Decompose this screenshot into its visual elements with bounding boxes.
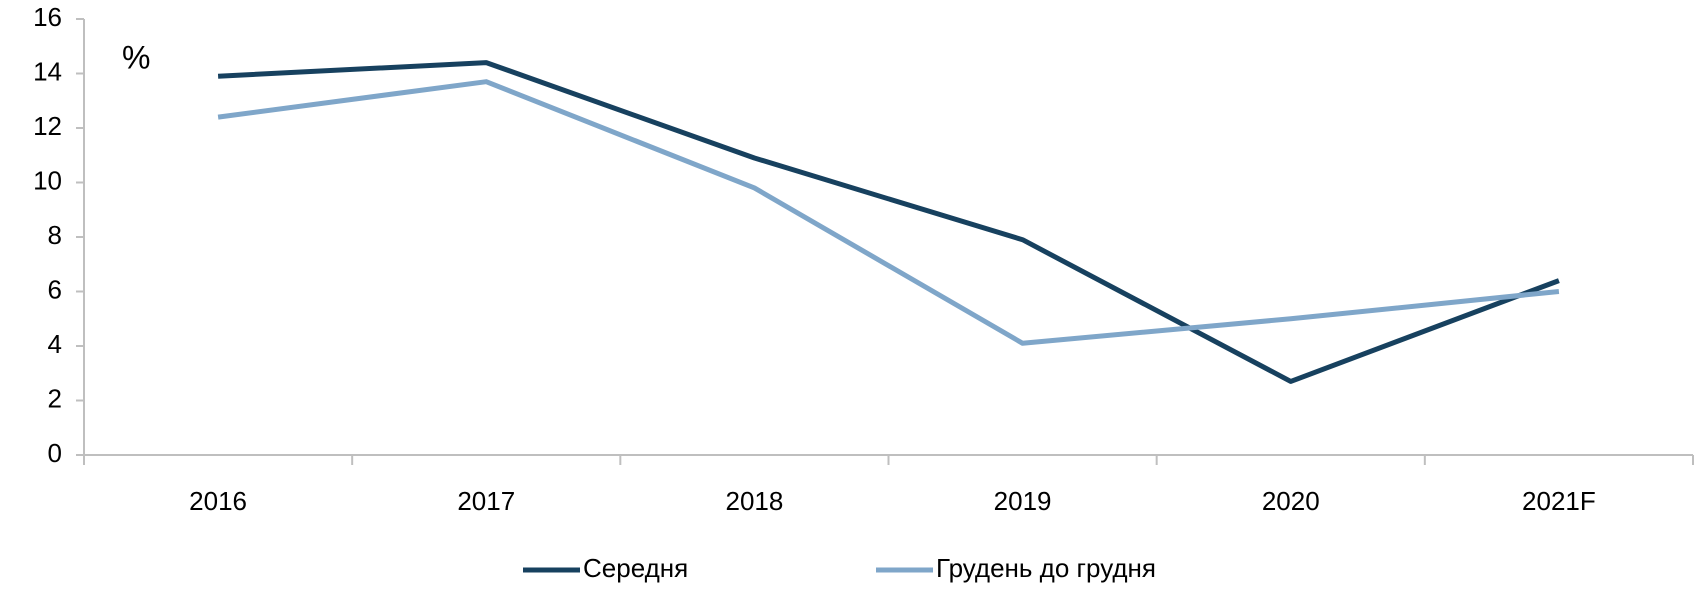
x-tick-label: 2018 [725, 486, 783, 516]
y-tick-label: 0 [48, 438, 62, 468]
legend-label: Грудень до грудня [936, 553, 1156, 583]
y-tick-label: 12 [33, 111, 62, 141]
y-tick-label: 14 [33, 56, 62, 86]
x-tick-label: 2021F [1522, 486, 1596, 516]
y-tick-label: 16 [33, 2, 62, 32]
series-line [217, 60, 1560, 384]
y-tick-label: 6 [48, 274, 62, 304]
y-tick-label: 2 [48, 383, 62, 413]
y-tick-label: 10 [33, 165, 62, 195]
unit-annotation: % [122, 39, 150, 75]
y-tick-label: 8 [48, 220, 62, 250]
x-tick-label: 2017 [457, 486, 515, 516]
x-tick-label: 2019 [994, 486, 1052, 516]
legend-label: Середня [583, 553, 688, 583]
x-tick-label: 2020 [1262, 486, 1320, 516]
x-tick-label: 2016 [189, 486, 247, 516]
y-tick-label: 4 [48, 329, 62, 359]
series-line [217, 79, 1560, 346]
